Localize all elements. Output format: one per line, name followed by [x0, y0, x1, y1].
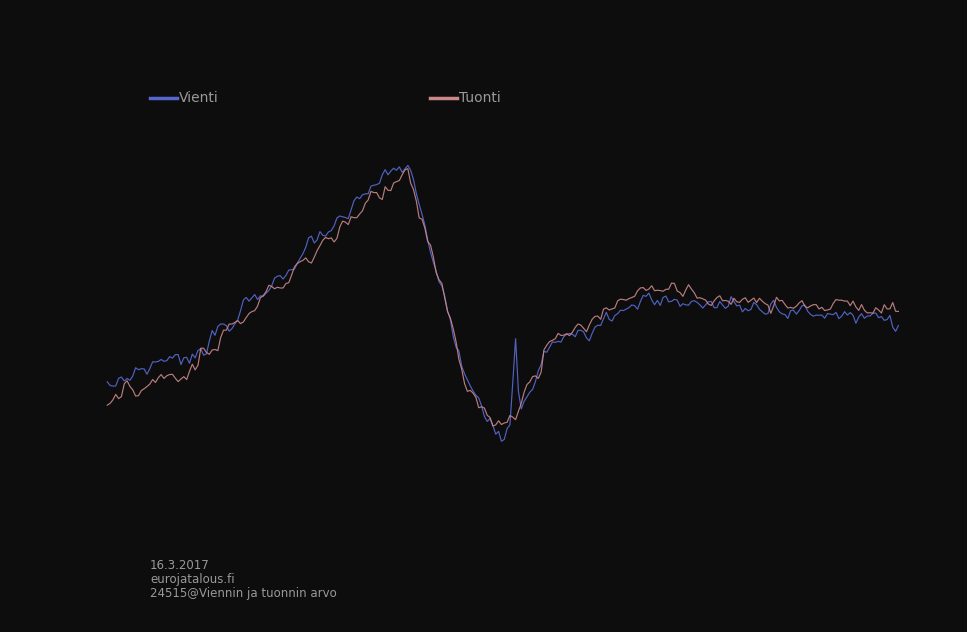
Text: Vienti: Vienti	[179, 91, 219, 105]
Text: 16.3.2017: 16.3.2017	[150, 559, 210, 573]
Text: Tuonti: Tuonti	[459, 91, 501, 105]
Text: eurojatalous.fi: eurojatalous.fi	[150, 573, 235, 586]
Text: 24515@Viennin ja tuonnin arvo: 24515@Viennin ja tuonnin arvo	[150, 587, 337, 600]
